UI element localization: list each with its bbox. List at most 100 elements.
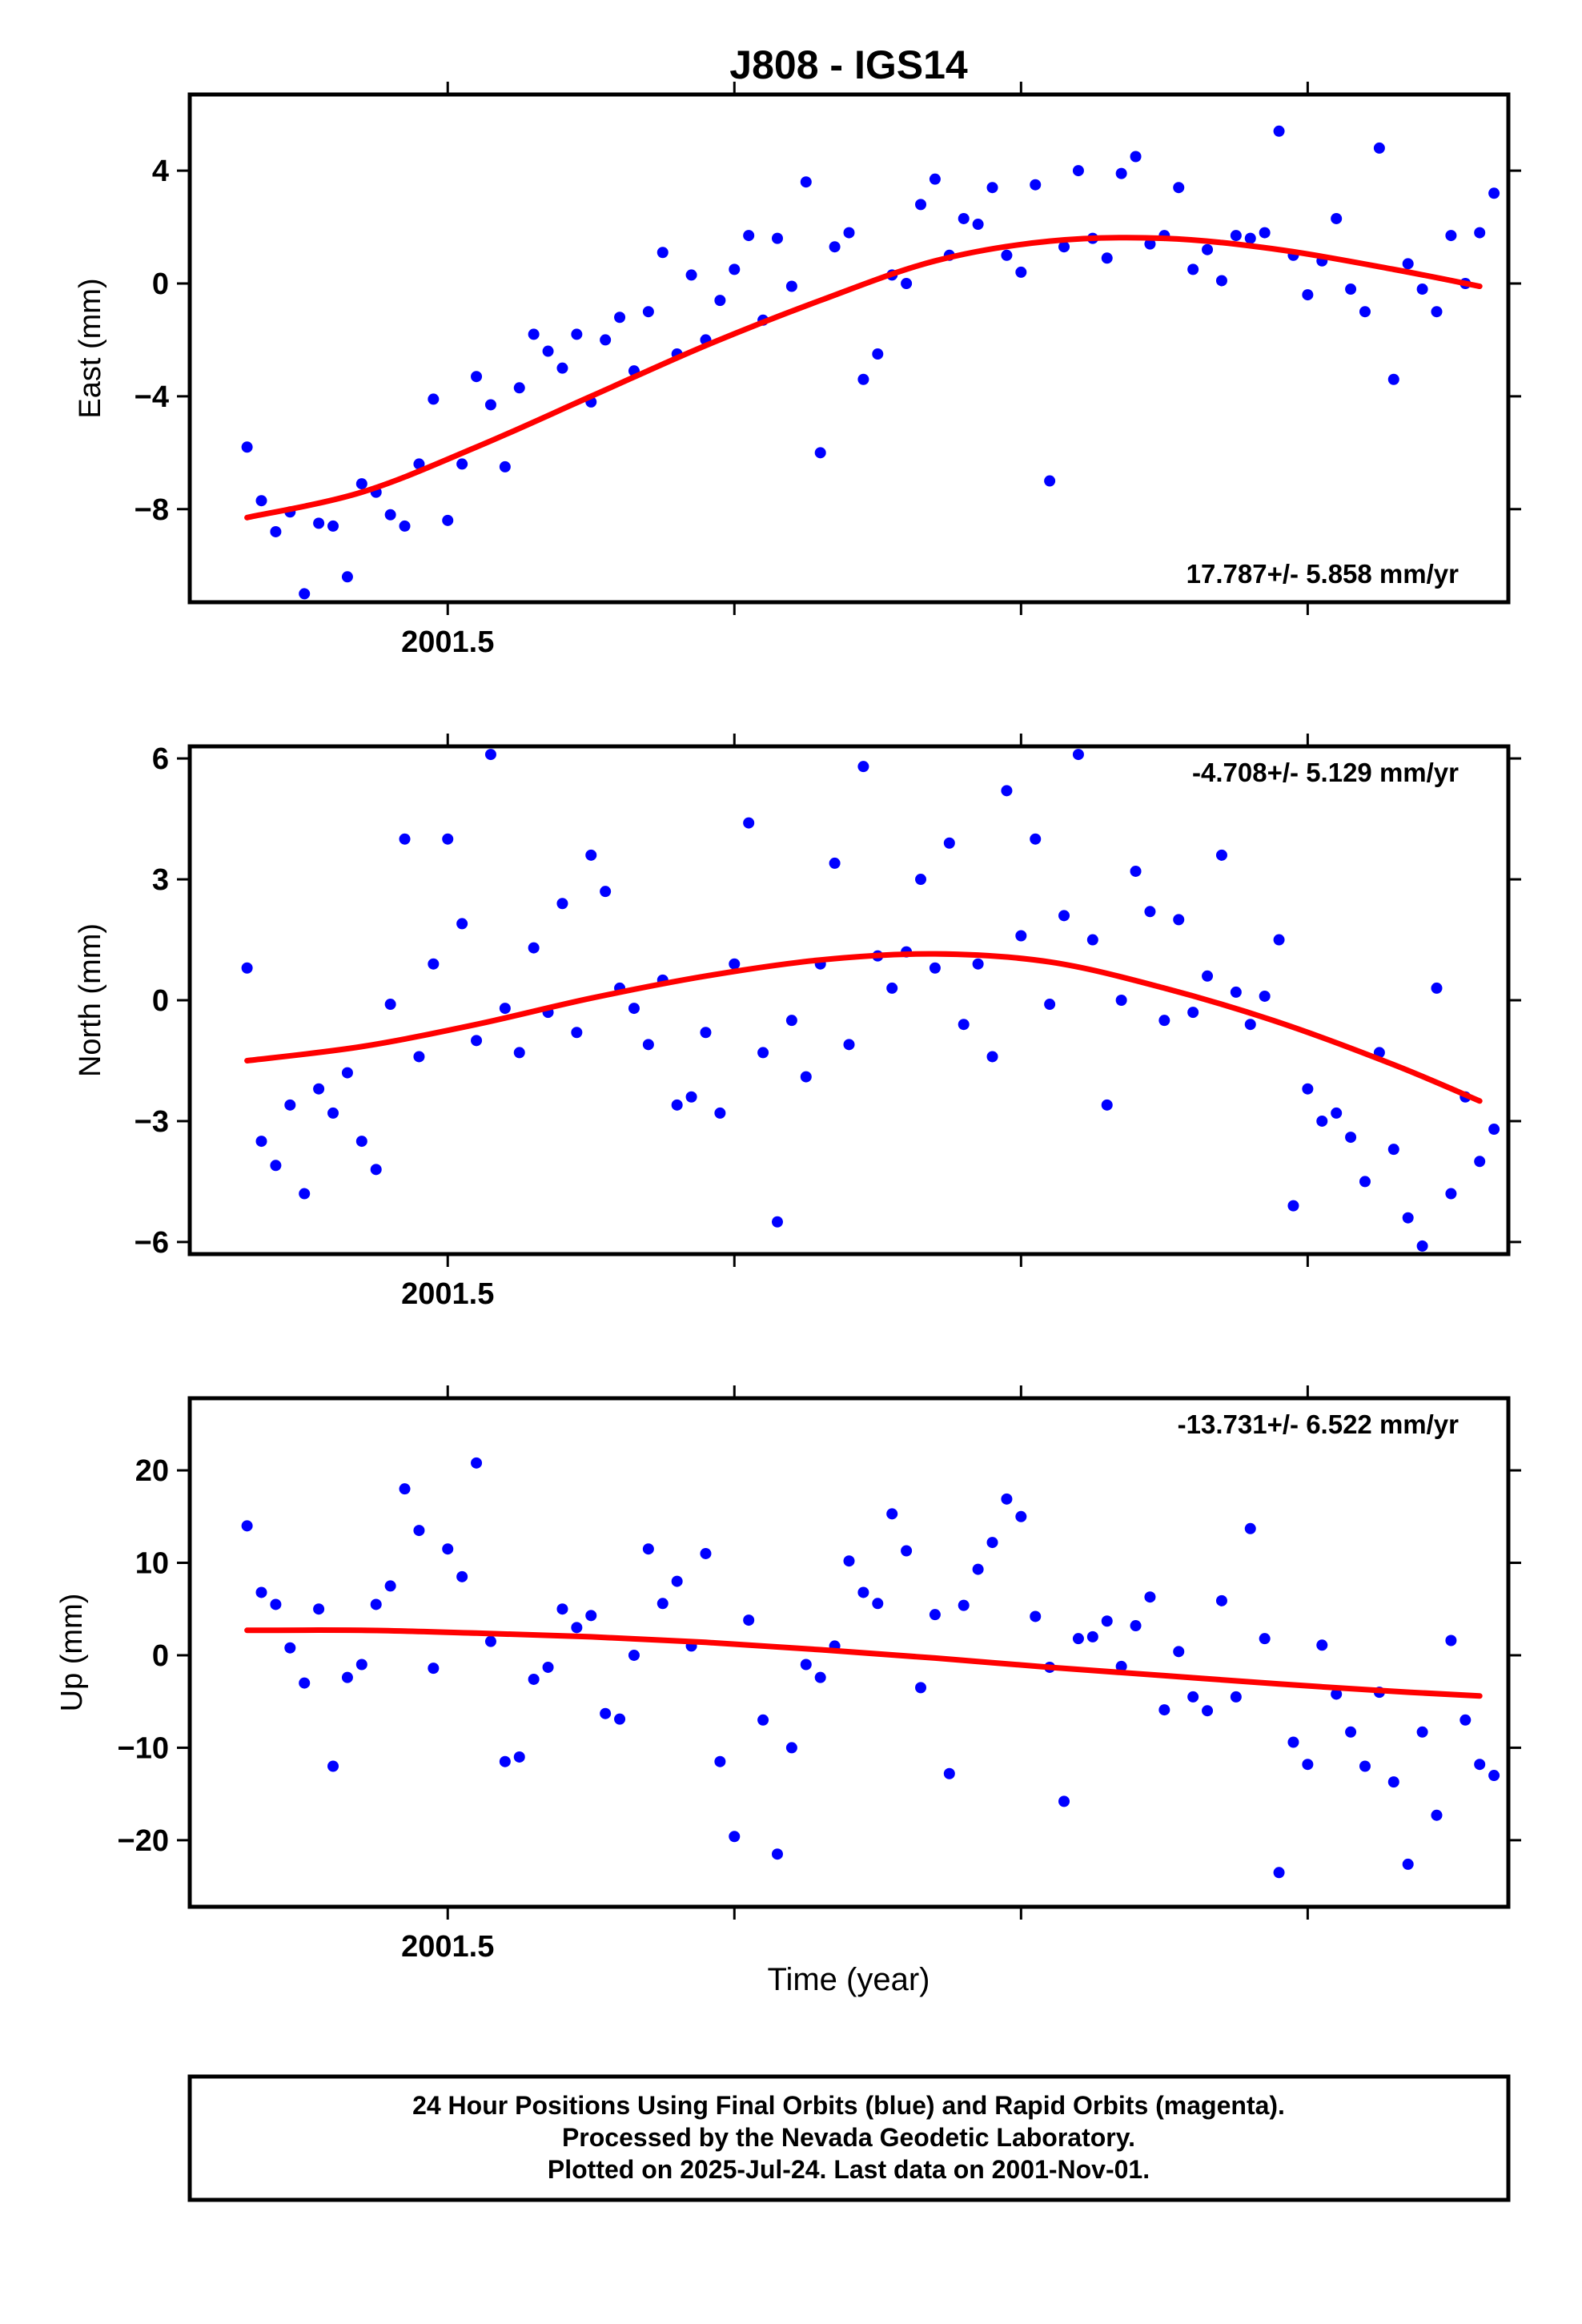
north-data-point bbox=[743, 817, 755, 829]
north-data-point bbox=[800, 1071, 812, 1083]
north-data-point bbox=[270, 1160, 282, 1172]
up-data-point bbox=[355, 1659, 367, 1671]
east-data-point bbox=[1244, 232, 1256, 244]
east-data-point bbox=[1101, 252, 1113, 264]
up-data-point bbox=[284, 1642, 296, 1654]
north-data-point bbox=[1287, 1200, 1299, 1212]
up-ytick-label: 0 bbox=[152, 1639, 169, 1673]
north-data-point bbox=[1359, 1176, 1371, 1188]
north-data-point bbox=[1215, 849, 1227, 861]
north-data-point bbox=[327, 1107, 339, 1119]
up-data-point bbox=[1215, 1594, 1227, 1606]
up-data-point bbox=[327, 1760, 339, 1772]
up-data-point bbox=[843, 1555, 855, 1567]
north-data-point bbox=[299, 1188, 311, 1200]
north-data-point bbox=[513, 1047, 525, 1059]
north-data-point bbox=[585, 849, 597, 861]
north-ytick-label: −6 bbox=[135, 1226, 169, 1260]
east-data-point bbox=[542, 345, 554, 357]
chart-title: J808 - IGS14 bbox=[729, 42, 968, 87]
north-data-point bbox=[1244, 1019, 1256, 1031]
east-rate-label: 17.787+/- 5.858 mm/yr bbox=[1186, 559, 1459, 589]
up-data-point bbox=[729, 1831, 741, 1843]
east-data-point bbox=[685, 269, 697, 281]
east-data-point bbox=[814, 447, 826, 459]
up-data-point bbox=[814, 1671, 826, 1683]
north-data-point bbox=[843, 1039, 855, 1051]
north-data-point bbox=[943, 837, 955, 849]
east-ytick-label: −4 bbox=[135, 380, 169, 414]
up-data-point bbox=[1460, 1714, 1472, 1726]
east-data-point bbox=[327, 520, 339, 532]
north-data-point bbox=[829, 857, 841, 869]
east-data-point bbox=[456, 458, 468, 470]
up-data-point bbox=[1345, 1726, 1357, 1738]
north-panel: 6 3 0 −3 −6 2001.5 North (mm) -4.708+/- 5.129 m… bbox=[74, 734, 1521, 1311]
north-data-point bbox=[1001, 785, 1013, 797]
up-data-point bbox=[413, 1525, 425, 1537]
east-data-point bbox=[1030, 179, 1042, 191]
north-data-point bbox=[241, 962, 253, 974]
up-xtick-label: 2001.5 bbox=[401, 1930, 494, 1964]
caption-line-3: Plotted on 2025-Jul-24. Last data on 200… bbox=[548, 2155, 1150, 2184]
north-data-point bbox=[1115, 995, 1127, 1006]
up-data-point bbox=[471, 1457, 483, 1469]
up-data-point bbox=[943, 1767, 955, 1779]
north-ytick-label: −3 bbox=[135, 1105, 169, 1139]
north-data-point bbox=[958, 1019, 970, 1031]
east-data-point bbox=[843, 227, 855, 239]
north-data-point bbox=[499, 1003, 511, 1015]
up-data-point bbox=[886, 1508, 898, 1520]
east-data-point bbox=[656, 247, 669, 259]
north-data-point bbox=[1144, 906, 1156, 918]
east-y-axis-label: East (mm) bbox=[74, 278, 107, 418]
north-xtick-label: 2001.5 bbox=[401, 1277, 494, 1311]
east-data-point bbox=[714, 295, 726, 307]
east-plot-frame bbox=[187, 92, 1511, 605]
up-data-point bbox=[1173, 1646, 1185, 1658]
north-data-point bbox=[471, 1035, 483, 1047]
east-data-point bbox=[785, 280, 797, 292]
north-data-point bbox=[671, 1099, 683, 1111]
up-data-point bbox=[1331, 1688, 1343, 1700]
north-data-point bbox=[1474, 1156, 1486, 1168]
east-data-point bbox=[1474, 227, 1486, 239]
up-data-point bbox=[872, 1598, 884, 1610]
up-data-point bbox=[1359, 1760, 1371, 1772]
up-data-point bbox=[270, 1598, 282, 1610]
east-data-point bbox=[743, 230, 755, 242]
north-data-point bbox=[729, 958, 741, 970]
up-data-point bbox=[628, 1649, 640, 1661]
up-data-point bbox=[1273, 1867, 1285, 1879]
north-data-point bbox=[600, 886, 612, 898]
east-data-point bbox=[384, 509, 396, 521]
up-data-point bbox=[857, 1586, 869, 1598]
north-data-point bbox=[1158, 1015, 1170, 1027]
up-ytick-label: −10 bbox=[118, 1731, 169, 1765]
east-data-point bbox=[571, 328, 583, 340]
east-data-point bbox=[399, 520, 411, 532]
up-data-point bbox=[1416, 1726, 1428, 1738]
north-data-point bbox=[556, 898, 568, 910]
up-data-point bbox=[656, 1598, 669, 1610]
east-data-point bbox=[471, 371, 483, 383]
north-data-point bbox=[628, 1003, 640, 1015]
up-data-point bbox=[1402, 1858, 1414, 1870]
east-data-point bbox=[1259, 227, 1271, 239]
east-data-group bbox=[241, 125, 1500, 600]
east-data-point bbox=[1015, 266, 1027, 278]
north-data-point bbox=[341, 1067, 353, 1079]
north-y-axis-label: North (mm) bbox=[74, 923, 107, 1077]
east-data-point bbox=[484, 399, 496, 411]
east-data-point bbox=[729, 263, 741, 275]
east-data-point bbox=[872, 348, 884, 360]
north-data-point bbox=[384, 999, 396, 1011]
east-data-point bbox=[513, 382, 525, 394]
up-data-point bbox=[1158, 1704, 1170, 1716]
up-data-point bbox=[1030, 1610, 1042, 1622]
up-data-point bbox=[757, 1714, 769, 1726]
east-data-point bbox=[1058, 241, 1070, 253]
up-data-point bbox=[1001, 1493, 1013, 1505]
east-data-point bbox=[642, 306, 654, 318]
